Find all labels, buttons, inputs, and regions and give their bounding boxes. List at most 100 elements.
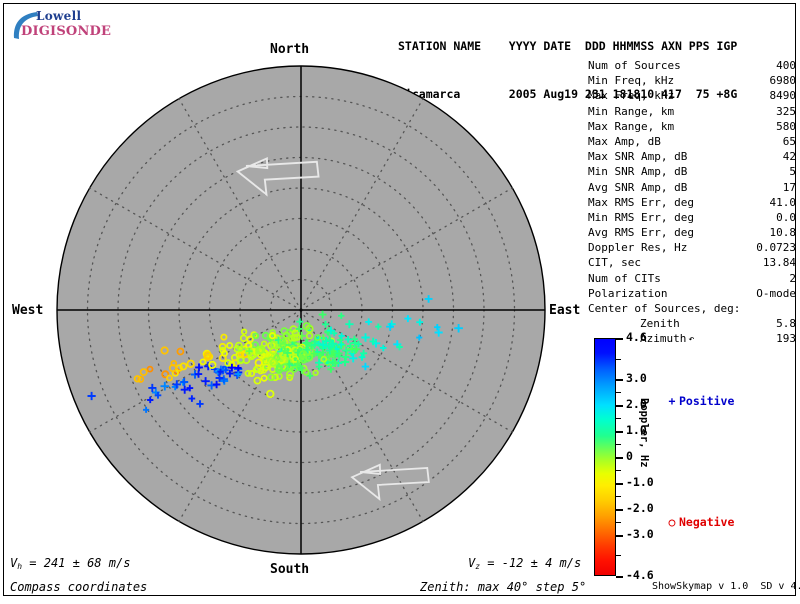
- source-point-positive: [416, 334, 423, 341]
- source-point-positive: [212, 380, 221, 389]
- source-point-positive: [327, 365, 335, 373]
- colorbar-tick: [616, 431, 623, 434]
- param-row: Doppler Res, Hz 0.0723: [588, 240, 796, 255]
- source-point-negative: [247, 352, 256, 361]
- vh-subscript: h: [17, 562, 23, 571]
- source-point-negative: [220, 333, 228, 341]
- param-key: Num of CITs: [588, 271, 661, 285]
- colorbar-minor-tick: [616, 555, 621, 557]
- param-value: 0.0723: [756, 241, 796, 255]
- param-value: 193: [776, 332, 796, 346]
- header-values-row: Jicamarca 2005 Aug19 231 181810 417 75 +…: [398, 87, 738, 101]
- azimuth-spoke: [300, 309, 424, 522]
- source-point-negative: [255, 346, 264, 355]
- param-row: Min Freq, kHz 6980: [588, 73, 796, 88]
- param-value: 580: [776, 119, 796, 133]
- source-point-negative: [266, 389, 275, 399]
- azimuth-spoke: [300, 187, 513, 311]
- source-point-positive: [246, 348, 253, 355]
- source-point-positive: [315, 363, 323, 371]
- source-point-positive: [342, 346, 351, 355]
- param-row: Max SNR Amp, dB 42: [588, 149, 796, 164]
- source-point-negative: [253, 376, 262, 385]
- param-value: 5.8: [776, 317, 796, 331]
- source-point-positive: [186, 384, 194, 392]
- source-point-negative: [302, 368, 310, 376]
- colorbar-tick-label: 4.6: [626, 330, 647, 344]
- azimuth-rotation-icon: ↶: [688, 334, 695, 346]
- colorbar-tick-label: 2.0: [626, 397, 647, 412]
- vz-symbol: V: [468, 556, 476, 570]
- source-point-positive: [319, 349, 326, 356]
- colorbar-tick: [616, 482, 623, 485]
- source-point-negative: [251, 341, 259, 349]
- source-point-negative: [271, 373, 279, 382]
- source-point-positive: [434, 328, 443, 337]
- colorbar-tick: [616, 508, 623, 511]
- source-point-positive: [293, 359, 302, 368]
- param-value: 10.8: [769, 226, 797, 240]
- colorbar-tick: [616, 379, 623, 382]
- source-point-positive: [195, 363, 203, 372]
- legend-plus-icon: +: [668, 394, 676, 408]
- source-point-negative: [254, 358, 263, 367]
- param-row: Max RMS Err, deg 41.0: [588, 195, 796, 210]
- colorbar-tick-label: 1.0: [626, 423, 647, 438]
- source-point-positive: [358, 353, 366, 361]
- vz-subscript: z: [475, 562, 481, 571]
- source-point-positive: [180, 385, 189, 394]
- drift-arrow-lower: [350, 463, 430, 502]
- skymap-panel[interactable]: [0, 0, 580, 600]
- param-key: Min Range, km: [588, 104, 675, 118]
- logo-lowell-text: Lowell: [36, 9, 82, 23]
- source-point-negative: [240, 328, 248, 335]
- source-point-positive: [454, 324, 463, 333]
- param-value: 8490: [769, 89, 797, 103]
- param-row: Max Range, km 580: [588, 119, 796, 134]
- source-point-negative: [261, 363, 270, 372]
- source-point-negative: [133, 375, 142, 383]
- source-point-positive: [235, 370, 242, 378]
- param-value: O-mode: [756, 286, 796, 300]
- source-point-positive: [351, 339, 359, 347]
- colorbar-tick-label: 3.0: [626, 371, 647, 386]
- source-point-negative: [248, 369, 256, 377]
- param-row: Avg RMS Err, deg 10.8: [588, 225, 796, 240]
- source-point-negative: [302, 322, 311, 331]
- legend-circle-icon: ○: [668, 515, 676, 529]
- skymap-polar-plot[interactable]: [0, 0, 580, 600]
- legend-negative-label: Negative: [679, 515, 735, 529]
- source-point-negative: [224, 359, 232, 367]
- param-value: 5: [789, 165, 796, 179]
- compass-label-south: South: [270, 562, 310, 577]
- coordinate-mode-label: Compass coordinates: [10, 580, 148, 594]
- source-points[interactable]: [87, 295, 463, 413]
- source-point-positive: [335, 349, 343, 357]
- lowell-digisonde-logo: Lowell DIGISONDE: [10, 6, 111, 44]
- source-point-positive: [196, 400, 204, 408]
- source-point-positive: [147, 396, 154, 404]
- colorbar-tick: [616, 457, 623, 459]
- source-point-positive: [180, 378, 189, 386]
- source-point-positive: [226, 369, 234, 378]
- source-point-positive: [281, 347, 288, 354]
- source-point-positive: [416, 318, 424, 326]
- source-point-negative: [252, 366, 260, 374]
- source-point-positive: [365, 318, 373, 326]
- source-point-negative: [236, 345, 244, 352]
- logo-digisonde-text: DIGISONDE: [21, 24, 112, 39]
- colorbar-tick-label: -4.6: [626, 568, 654, 582]
- source-point-positive: [143, 406, 150, 413]
- colorbar-tick: [616, 576, 623, 578]
- param-key: Doppler Res, Hz: [588, 241, 688, 255]
- source-point-positive: [322, 320, 330, 328]
- azimuth-spoke: [300, 98, 424, 311]
- horizontal-velocity: Vh = 241 ± 68 m/s: [10, 556, 130, 571]
- source-point-positive: [227, 363, 236, 372]
- header-column-row: STATION NAME YYYY DATE DDD HHMMSS AXN PP…: [398, 39, 738, 53]
- source-point-positive: [235, 364, 242, 372]
- source-point-positive: [219, 375, 228, 384]
- colorbar-minor-tick: [616, 418, 621, 420]
- source-point-negative: [320, 355, 328, 363]
- source-point-positive: [338, 312, 345, 319]
